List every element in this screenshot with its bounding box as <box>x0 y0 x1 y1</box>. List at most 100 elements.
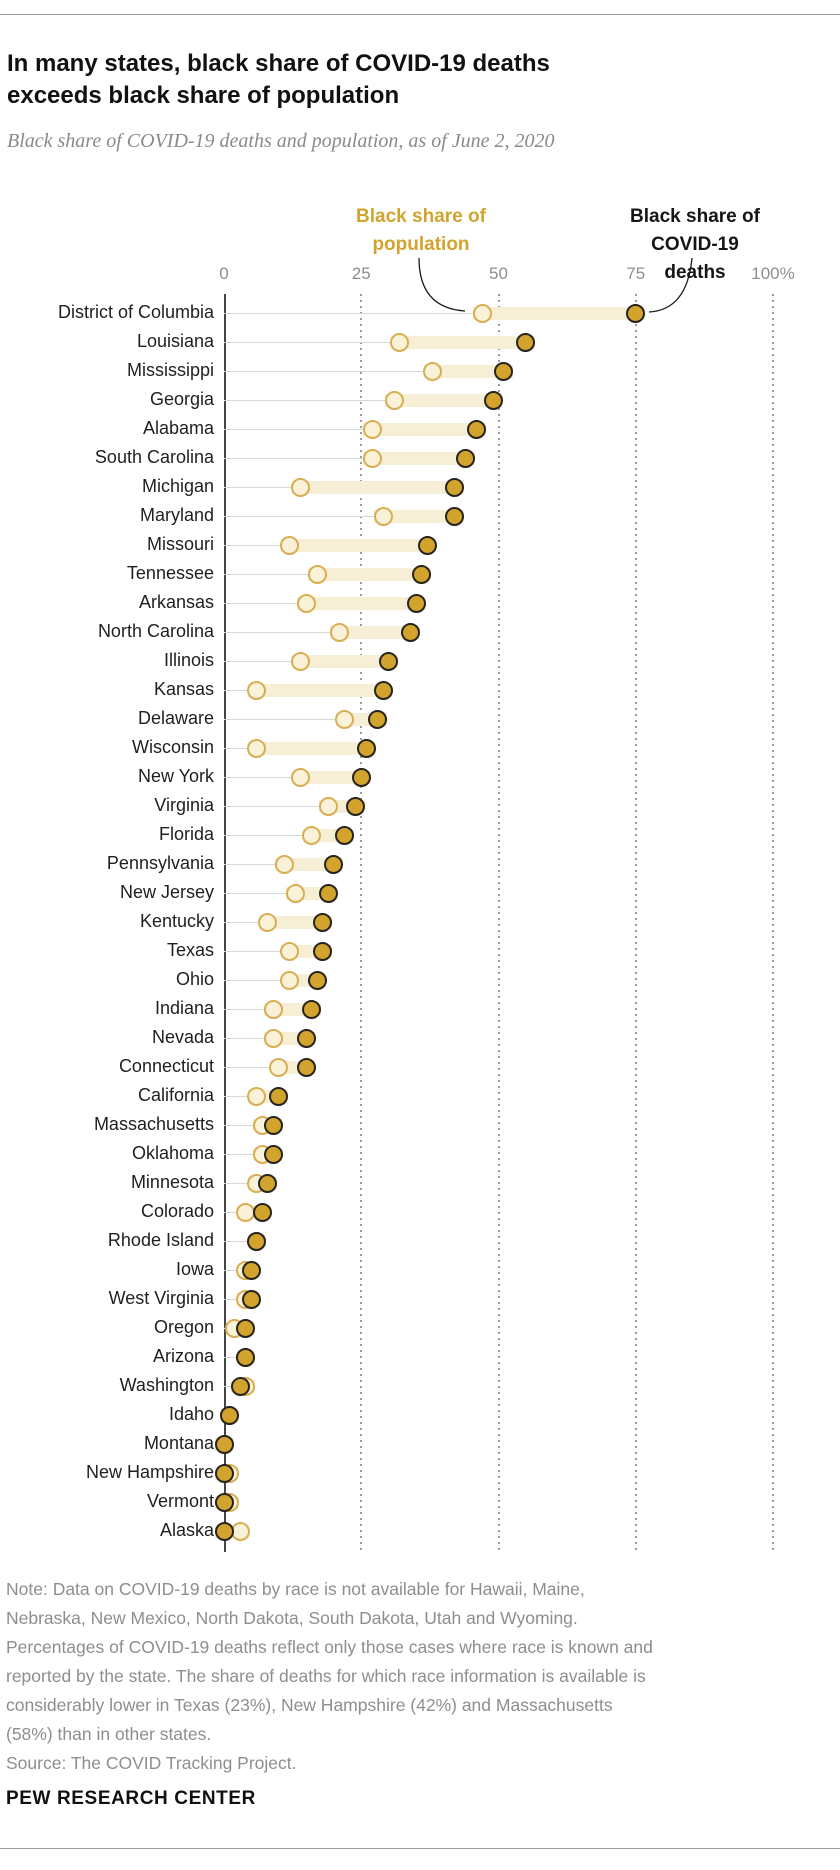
population-dot <box>307 564 327 584</box>
deaths-dot <box>357 738 377 758</box>
population-dot <box>362 419 382 439</box>
deaths-dot <box>296 1057 316 1077</box>
state-label: New Jersey <box>119 882 214 902</box>
leader-line <box>224 1066 307 1068</box>
population-dot <box>318 796 338 816</box>
leader-line <box>224 428 477 430</box>
deaths-dot <box>401 622 421 642</box>
state-label: Virginia <box>154 795 214 815</box>
deaths-dot <box>351 767 371 787</box>
deaths-dot <box>307 970 327 990</box>
state-label: Massachusetts <box>93 1114 214 1134</box>
range-band <box>363 422 486 436</box>
deaths-dot <box>373 680 393 700</box>
population-dot <box>274 854 294 874</box>
state-label: Washington <box>119 1375 214 1395</box>
gridline <box>634 294 637 1550</box>
dumbbell-chart: 0 25 50 75 100% District of Columbia Louisia… <box>58 264 795 1552</box>
page-title: In many states, black share of COVID-19 … <box>7 50 550 110</box>
population-dot <box>362 448 382 468</box>
top-divider <box>0 14 840 15</box>
leader-line <box>224 718 378 720</box>
population-dot <box>258 912 278 932</box>
population-dot <box>291 477 311 497</box>
chart-subtitle: Black share of COVID-19 deaths and popul… <box>7 130 555 152</box>
population-dot <box>390 332 410 352</box>
range-band <box>385 393 502 407</box>
range-band <box>291 654 398 668</box>
population-dot <box>247 1086 267 1106</box>
deaths-dot <box>263 1115 283 1135</box>
leader-line <box>224 370 504 372</box>
range-band <box>363 451 475 465</box>
population-dot <box>247 738 267 758</box>
state-label: Montana <box>143 1433 214 1453</box>
deaths-dot <box>445 477 465 497</box>
state-label: Oklahoma <box>131 1143 214 1163</box>
state-label: Kansas <box>153 679 214 699</box>
population-dot <box>263 1028 283 1048</box>
deaths-dot <box>241 1260 261 1280</box>
deaths-dot <box>445 506 465 526</box>
state-label: Louisiana <box>136 331 214 351</box>
deaths-dot <box>335 825 355 845</box>
leader-line <box>224 1240 257 1242</box>
population-dot <box>373 506 393 526</box>
range-band <box>291 480 464 494</box>
state-label: Oregon <box>153 1317 214 1337</box>
leader-line <box>224 1124 274 1126</box>
leader-line <box>224 341 526 343</box>
gridline <box>772 294 774 1550</box>
leader-line <box>224 399 493 401</box>
state-label: New Hampshire <box>85 1462 214 1482</box>
gridline <box>497 294 500 1550</box>
leader-line <box>224 950 323 952</box>
range-band <box>297 596 426 610</box>
deaths-dot <box>406 593 426 613</box>
leader-line <box>224 805 356 807</box>
leader-line <box>224 834 345 836</box>
chart-source: Source: The COVID Tracking Project. <box>6 1753 297 1773</box>
population-dot <box>280 941 300 961</box>
state-label: North Carolina <box>97 621 214 641</box>
gridline <box>360 294 363 1550</box>
range-band <box>280 538 437 552</box>
state-label: Missouri <box>146 534 214 554</box>
state-label: Idaho <box>168 1404 214 1424</box>
population-dot <box>472 303 492 323</box>
population-dot <box>280 970 300 990</box>
leader-line <box>224 1182 268 1184</box>
legend-deaths-label: Black share of COVID-19 deaths <box>630 206 760 283</box>
population-dot <box>280 535 300 555</box>
deaths-dot <box>467 419 487 439</box>
deaths-dot <box>494 361 514 381</box>
legend-population-label: Black share of population <box>356 206 486 255</box>
deaths-dot <box>214 1463 234 1483</box>
range-band <box>291 770 371 784</box>
state-label: West Virginia <box>108 1288 214 1308</box>
deaths-dot <box>214 1434 234 1454</box>
state-label: Mississippi <box>126 360 214 380</box>
range-band <box>330 625 420 639</box>
chart-note: Note: Data on COVID-19 deaths by race is… <box>6 1579 653 1744</box>
state-label: Arkansas <box>138 592 214 612</box>
state-label: Arizona <box>152 1346 214 1366</box>
deaths-dot <box>236 1347 256 1367</box>
state-label: Delaware <box>137 708 214 728</box>
state-label: Tennessee <box>126 563 214 583</box>
state-label: Indiana <box>154 998 214 1018</box>
deaths-dot <box>626 303 646 323</box>
deaths-dot <box>346 796 366 816</box>
population-dot <box>423 361 443 381</box>
state-label: Rhode Island <box>107 1230 214 1250</box>
deaths-dot <box>313 941 333 961</box>
population-dot <box>263 999 283 1019</box>
axis-tick-label: 100% <box>751 264 795 283</box>
state-label: Texas <box>166 940 214 960</box>
pew-research-center-wordmark: PEW RESEARCH CENTER <box>6 1788 256 1809</box>
axis-tick-label: 50 <box>489 264 508 283</box>
population-dot <box>230 1521 250 1541</box>
leader-line <box>224 979 318 981</box>
state-label: Alaska <box>159 1520 214 1540</box>
range-band <box>308 567 431 581</box>
